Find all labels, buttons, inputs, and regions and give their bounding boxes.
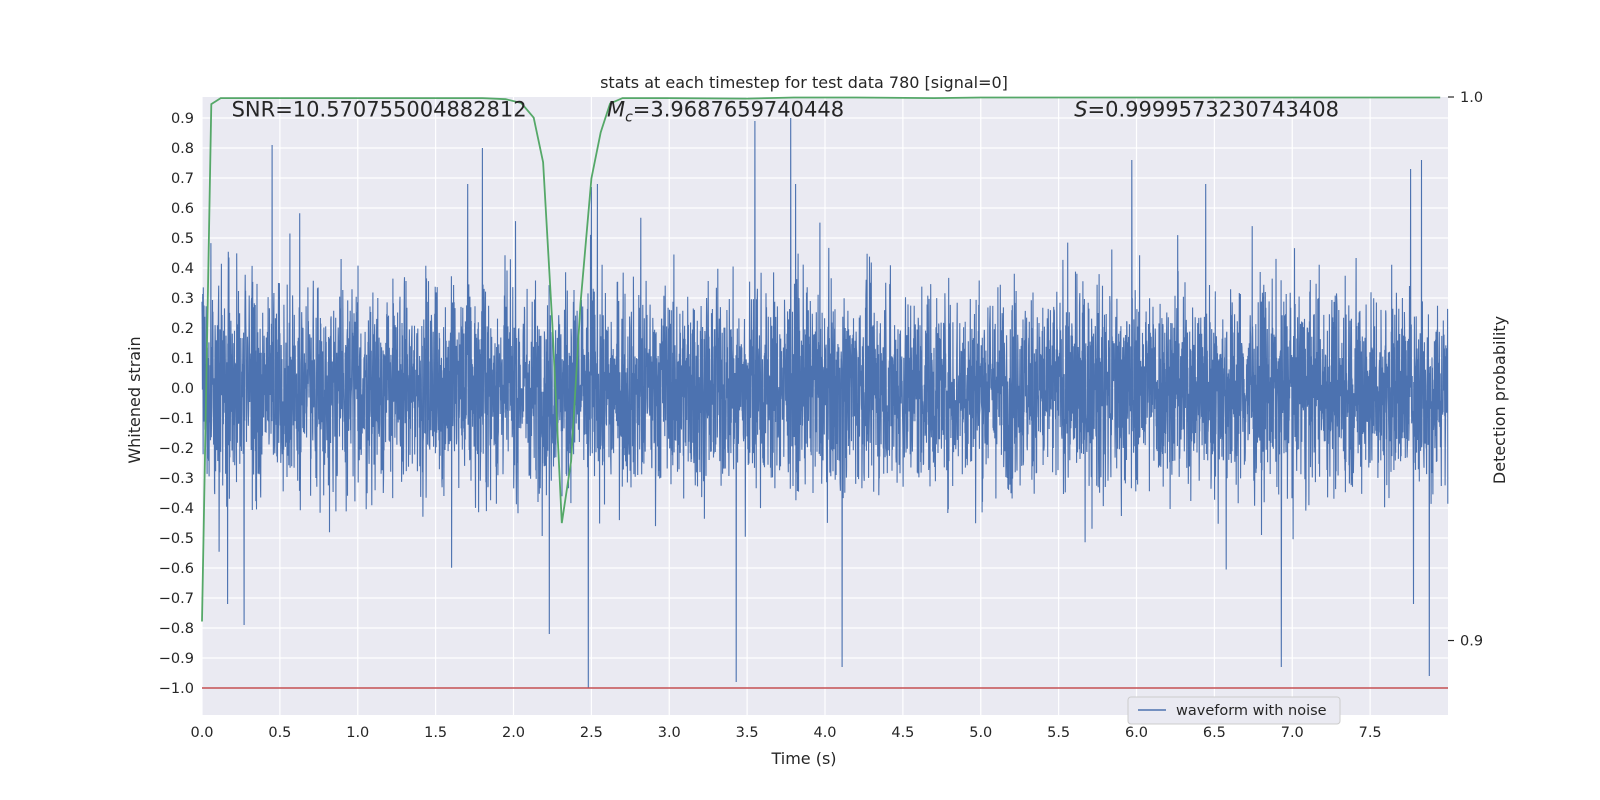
x-tick-label: 3.0 bbox=[658, 725, 681, 741]
chart-title: stats at each timestep for test data 780… bbox=[600, 73, 1008, 92]
y-tick-label: 0.5 bbox=[171, 231, 194, 247]
annotation-mc: Mc=3.9687659740448 bbox=[607, 98, 844, 126]
waveform-line bbox=[201, 117, 1449, 689]
x-tick-label: 5.5 bbox=[1047, 725, 1070, 741]
x-axis-label: Time (s) bbox=[770, 749, 836, 768]
x-tick-label: 7.5 bbox=[1359, 725, 1382, 741]
y-tick-label: 0.0 bbox=[171, 381, 194, 397]
y-tick-label: −0.5 bbox=[159, 531, 194, 547]
probability-series bbox=[201, 96, 1441, 622]
y-tick-label: −0.7 bbox=[159, 591, 194, 607]
annotation-s: S=0.9999573230743408 bbox=[1074, 98, 1339, 122]
x-tick-label: 2.5 bbox=[580, 725, 603, 741]
y-tick-label: 0.3 bbox=[171, 291, 194, 307]
y-tick-label: 0.7 bbox=[171, 171, 194, 187]
y-tick-label: 0.8 bbox=[171, 141, 194, 157]
detection-probability-line bbox=[201, 96, 1441, 622]
y-tick-label: 0.6 bbox=[171, 201, 194, 217]
x-tick-label: 3.5 bbox=[736, 725, 759, 741]
y-tick-label: −0.1 bbox=[159, 411, 194, 427]
y-tick-label: −1.0 bbox=[159, 681, 194, 697]
x-axis-ticks: 0.0 0.5 1.0 1.5 2.0 2.5 3.0 3.5 4.0 4.5 5.0 5.5 6.0 6… bbox=[190, 725, 1381, 741]
y-tick-label: 0.2 bbox=[171, 321, 194, 337]
y-tick-label: 0.4 bbox=[171, 261, 194, 277]
x-tick-label: 6.0 bbox=[1125, 725, 1148, 741]
legend-label: waveform with noise bbox=[1176, 703, 1327, 719]
y-tick-label: −0.8 bbox=[159, 621, 194, 637]
legend: waveform with noise bbox=[1127, 696, 1341, 725]
waveform-series bbox=[201, 117, 1449, 689]
x-tick-label: 1.0 bbox=[346, 725, 369, 741]
y2-axis-label: Detection probability bbox=[1490, 316, 1509, 484]
x-tick-label: 0.0 bbox=[190, 725, 213, 741]
y-tick-label: −0.9 bbox=[159, 651, 194, 667]
y2-tick-label: 1.0 bbox=[1460, 90, 1483, 106]
y-tick-label: −0.3 bbox=[159, 471, 194, 487]
y-tick-label: 0.1 bbox=[171, 351, 194, 367]
x-tick-label: 6.5 bbox=[1203, 725, 1226, 741]
y-axis-label: Whitened strain bbox=[125, 336, 144, 463]
x-tick-label: 2.0 bbox=[502, 725, 525, 741]
annotation-snr: SNR=10.570755004882812 bbox=[232, 98, 527, 122]
y-axis-ticks: 0.9 0.8 0.7 0.6 0.5 0.4 0.3 0.2 0.1 0.0 −0.1 −0.2 −0… bbox=[159, 111, 194, 697]
x-tick-label: 4.5 bbox=[891, 725, 914, 741]
y-tick-label: −0.6 bbox=[159, 561, 194, 577]
y-tick-label: −0.4 bbox=[159, 501, 194, 517]
y-tick-label: −0.2 bbox=[159, 441, 194, 457]
x-tick-label: 0.5 bbox=[268, 725, 291, 741]
y2-tick-label: 0.9 bbox=[1460, 634, 1483, 650]
annotations: SNR=10.570755004882812 Mc=3.9687659740448… bbox=[232, 98, 1339, 126]
x-tick-label: 4.0 bbox=[813, 725, 836, 741]
x-tick-label: 5.0 bbox=[969, 725, 992, 741]
legend-box bbox=[1127, 696, 1341, 725]
y2-axis-ticks: 1.0 0.9 bbox=[1448, 90, 1483, 650]
x-tick-label: 1.5 bbox=[424, 725, 447, 741]
x-tick-label: 7.0 bbox=[1281, 725, 1304, 741]
y-tick-label: 0.9 bbox=[171, 111, 194, 127]
